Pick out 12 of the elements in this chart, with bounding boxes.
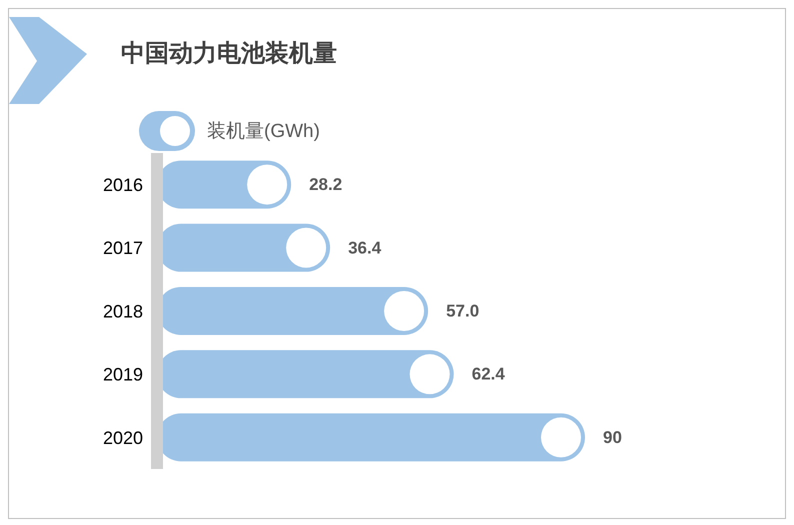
- data-label: 36.4: [348, 238, 382, 258]
- chart-title: 中国动力电池装机量: [121, 39, 337, 69]
- y-tick-label: 2020: [102, 428, 143, 448]
- y-tick-label: 2016: [102, 174, 143, 195]
- data-label: 90: [603, 428, 622, 447]
- data-label: 62.4: [472, 364, 506, 384]
- data-label: 28.2: [309, 175, 342, 194]
- y-tick-label: 2017: [102, 238, 143, 258]
- legend-label: 装机量(GWh): [207, 120, 320, 144]
- y-tick-label: 2018: [102, 301, 143, 322]
- y-tick-label: 2019: [102, 364, 143, 385]
- data-label: 57.0: [446, 301, 480, 320]
